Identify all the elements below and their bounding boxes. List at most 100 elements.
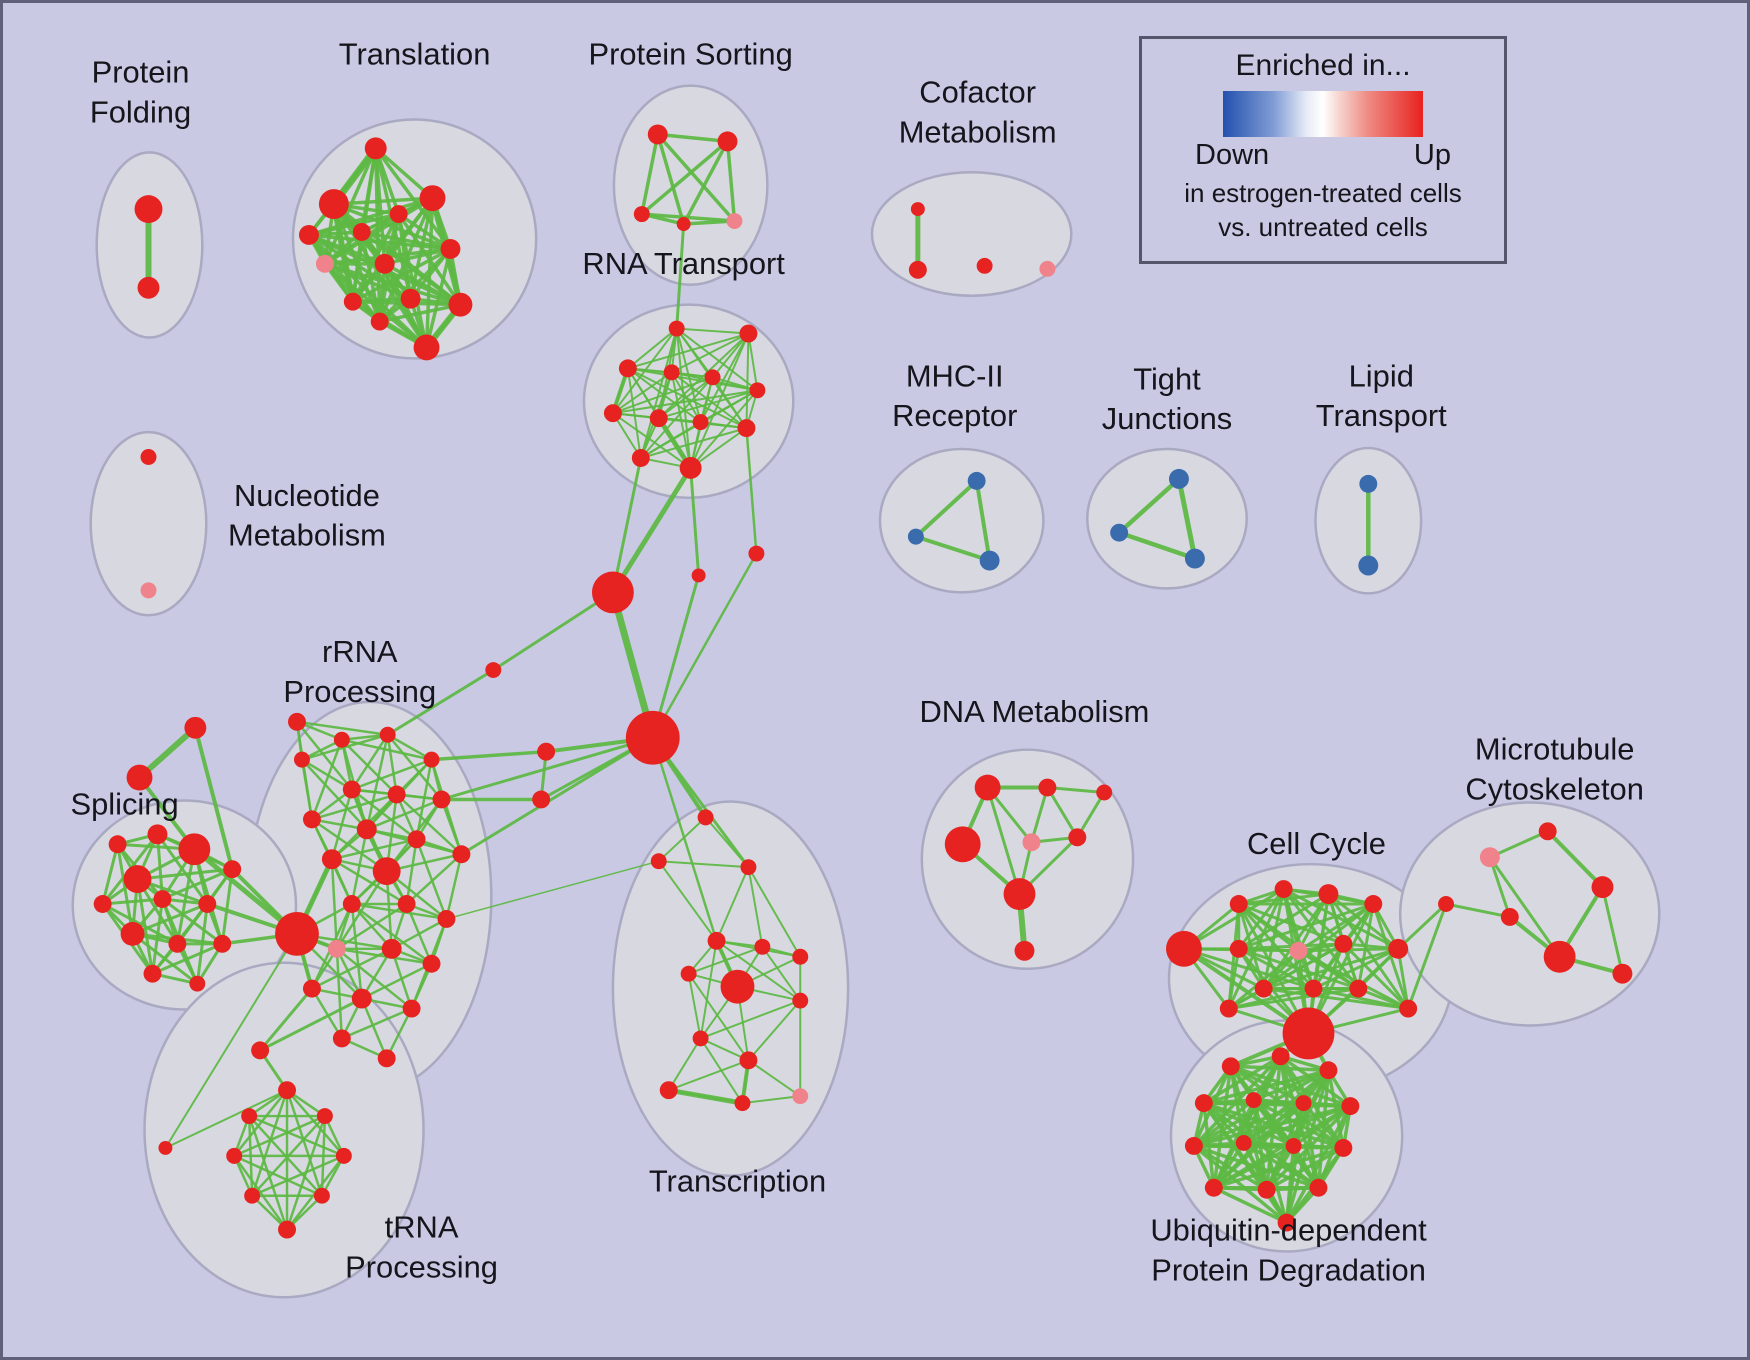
node-ps4[interactable]: [676, 217, 691, 231]
node-mc4[interactable]: [1500, 907, 1519, 926]
node-sp2[interactable]: [147, 824, 168, 845]
node-m1[interactable]: [691, 568, 706, 583]
node-cc3[interactable]: [1274, 880, 1293, 899]
node-cc2[interactable]: [1229, 895, 1248, 913]
node-tc8[interactable]: [720, 969, 755, 1004]
node-ab1[interactable]: [184, 716, 207, 739]
node-rr14[interactable]: [372, 857, 401, 886]
node-cc1[interactable]: [1165, 930, 1202, 967]
node-tc14[interactable]: [792, 1088, 809, 1105]
node-cm3[interactable]: [976, 257, 993, 274]
node-tj1[interactable]: [1168, 468, 1189, 489]
node-sp7[interactable]: [153, 890, 172, 908]
node-tc6[interactable]: [792, 948, 809, 965]
node-sp12[interactable]: [143, 964, 162, 983]
node-rr18[interactable]: [437, 909, 456, 928]
node-cc4[interactable]: [1318, 884, 1339, 905]
node-rr5[interactable]: [423, 751, 440, 768]
node-rr10[interactable]: [356, 819, 377, 840]
node-cc5[interactable]: [1364, 895, 1383, 913]
node-rr4[interactable]: [293, 751, 310, 768]
node-tc5[interactable]: [754, 938, 771, 955]
node-tc12[interactable]: [659, 1081, 678, 1100]
node-rr8[interactable]: [432, 790, 451, 809]
node-t3[interactable]: [298, 225, 319, 245]
node-tn5[interactable]: [335, 1147, 352, 1164]
node-rt8[interactable]: [649, 409, 668, 428]
node-dm7[interactable]: [1003, 878, 1036, 910]
node-tn8[interactable]: [278, 1220, 296, 1239]
node-t6[interactable]: [419, 185, 446, 212]
node-mc2[interactable]: [1538, 822, 1557, 841]
node-cc10[interactable]: [1254, 979, 1273, 998]
node-rr11[interactable]: [407, 830, 426, 849]
node-mc7[interactable]: [1438, 896, 1455, 912]
node-t7[interactable]: [440, 238, 461, 259]
node-cc15[interactable]: [1219, 999, 1238, 1018]
node-rt11[interactable]: [631, 449, 650, 467]
node-t1[interactable]: [364, 137, 387, 160]
node-cc8[interactable]: [1334, 934, 1353, 953]
node-ub11[interactable]: [1334, 1138, 1353, 1157]
node-dm1[interactable]: [974, 774, 1001, 801]
node-tj2[interactable]: [1110, 523, 1129, 542]
node-m6[interactable]: [485, 662, 502, 679]
node-tc1[interactable]: [697, 809, 714, 826]
node-mc6[interactable]: [1612, 963, 1633, 984]
node-nm2[interactable]: [140, 582, 157, 599]
node-ub7[interactable]: [1341, 1097, 1360, 1116]
node-nm1[interactable]: [140, 449, 157, 465]
node-cm2[interactable]: [908, 260, 927, 279]
node-ub12[interactable]: [1204, 1178, 1223, 1197]
node-tn6[interactable]: [244, 1187, 261, 1204]
node-mc1[interactable]: [1479, 847, 1500, 868]
node-tc2[interactable]: [650, 853, 667, 870]
node-t14[interactable]: [413, 334, 440, 361]
node-cc11[interactable]: [1304, 979, 1323, 998]
node-m2[interactable]: [591, 571, 634, 614]
node-ub2[interactable]: [1271, 1047, 1290, 1066]
node-cc13[interactable]: [1282, 1007, 1335, 1060]
node-rr2[interactable]: [333, 731, 350, 748]
node-ps3[interactable]: [633, 206, 650, 223]
node-rt9[interactable]: [692, 414, 709, 431]
node-tn4[interactable]: [226, 1147, 243, 1164]
node-dm2[interactable]: [1038, 778, 1057, 797]
node-rr1[interactable]: [288, 712, 306, 731]
node-ub3[interactable]: [1319, 1061, 1338, 1080]
node-sp9[interactable]: [120, 921, 145, 946]
node-ub10[interactable]: [1285, 1137, 1302, 1154]
node-rr17[interactable]: [397, 895, 416, 913]
node-tc7[interactable]: [680, 965, 697, 982]
node-cc14[interactable]: [1399, 999, 1418, 1018]
node-hub[interactable]: [625, 710, 680, 765]
node-cc12[interactable]: [1349, 979, 1368, 998]
node-rr21[interactable]: [422, 954, 441, 973]
node-cc7[interactable]: [1289, 941, 1308, 960]
node-sp3[interactable]: [178, 833, 211, 866]
node-rr7[interactable]: [387, 785, 406, 804]
node-pf2[interactable]: [137, 276, 160, 299]
node-ps5[interactable]: [726, 213, 743, 229]
node-rt6[interactable]: [749, 382, 766, 399]
node-tn7[interactable]: [313, 1187, 330, 1204]
node-ub5[interactable]: [1245, 1092, 1262, 1109]
node-sp6[interactable]: [93, 895, 112, 913]
node-ub8[interactable]: [1184, 1136, 1203, 1155]
node-dm8[interactable]: [1014, 940, 1035, 961]
node-ub14[interactable]: [1309, 1178, 1328, 1197]
node-ub4[interactable]: [1194, 1094, 1213, 1113]
node-sp5[interactable]: [223, 860, 242, 879]
node-ps1[interactable]: [647, 124, 668, 145]
node-tn1[interactable]: [278, 1081, 296, 1100]
node-tc9[interactable]: [792, 992, 809, 1009]
node-dm5[interactable]: [1022, 833, 1041, 852]
node-tc11[interactable]: [739, 1051, 758, 1070]
node-rt2[interactable]: [739, 324, 758, 343]
node-rr3[interactable]: [379, 726, 396, 743]
node-tc3[interactable]: [740, 859, 757, 876]
node-rr13[interactable]: [321, 849, 342, 870]
node-rr20[interactable]: [381, 938, 402, 959]
node-rt10[interactable]: [737, 419, 756, 438]
node-rt12[interactable]: [679, 456, 702, 479]
